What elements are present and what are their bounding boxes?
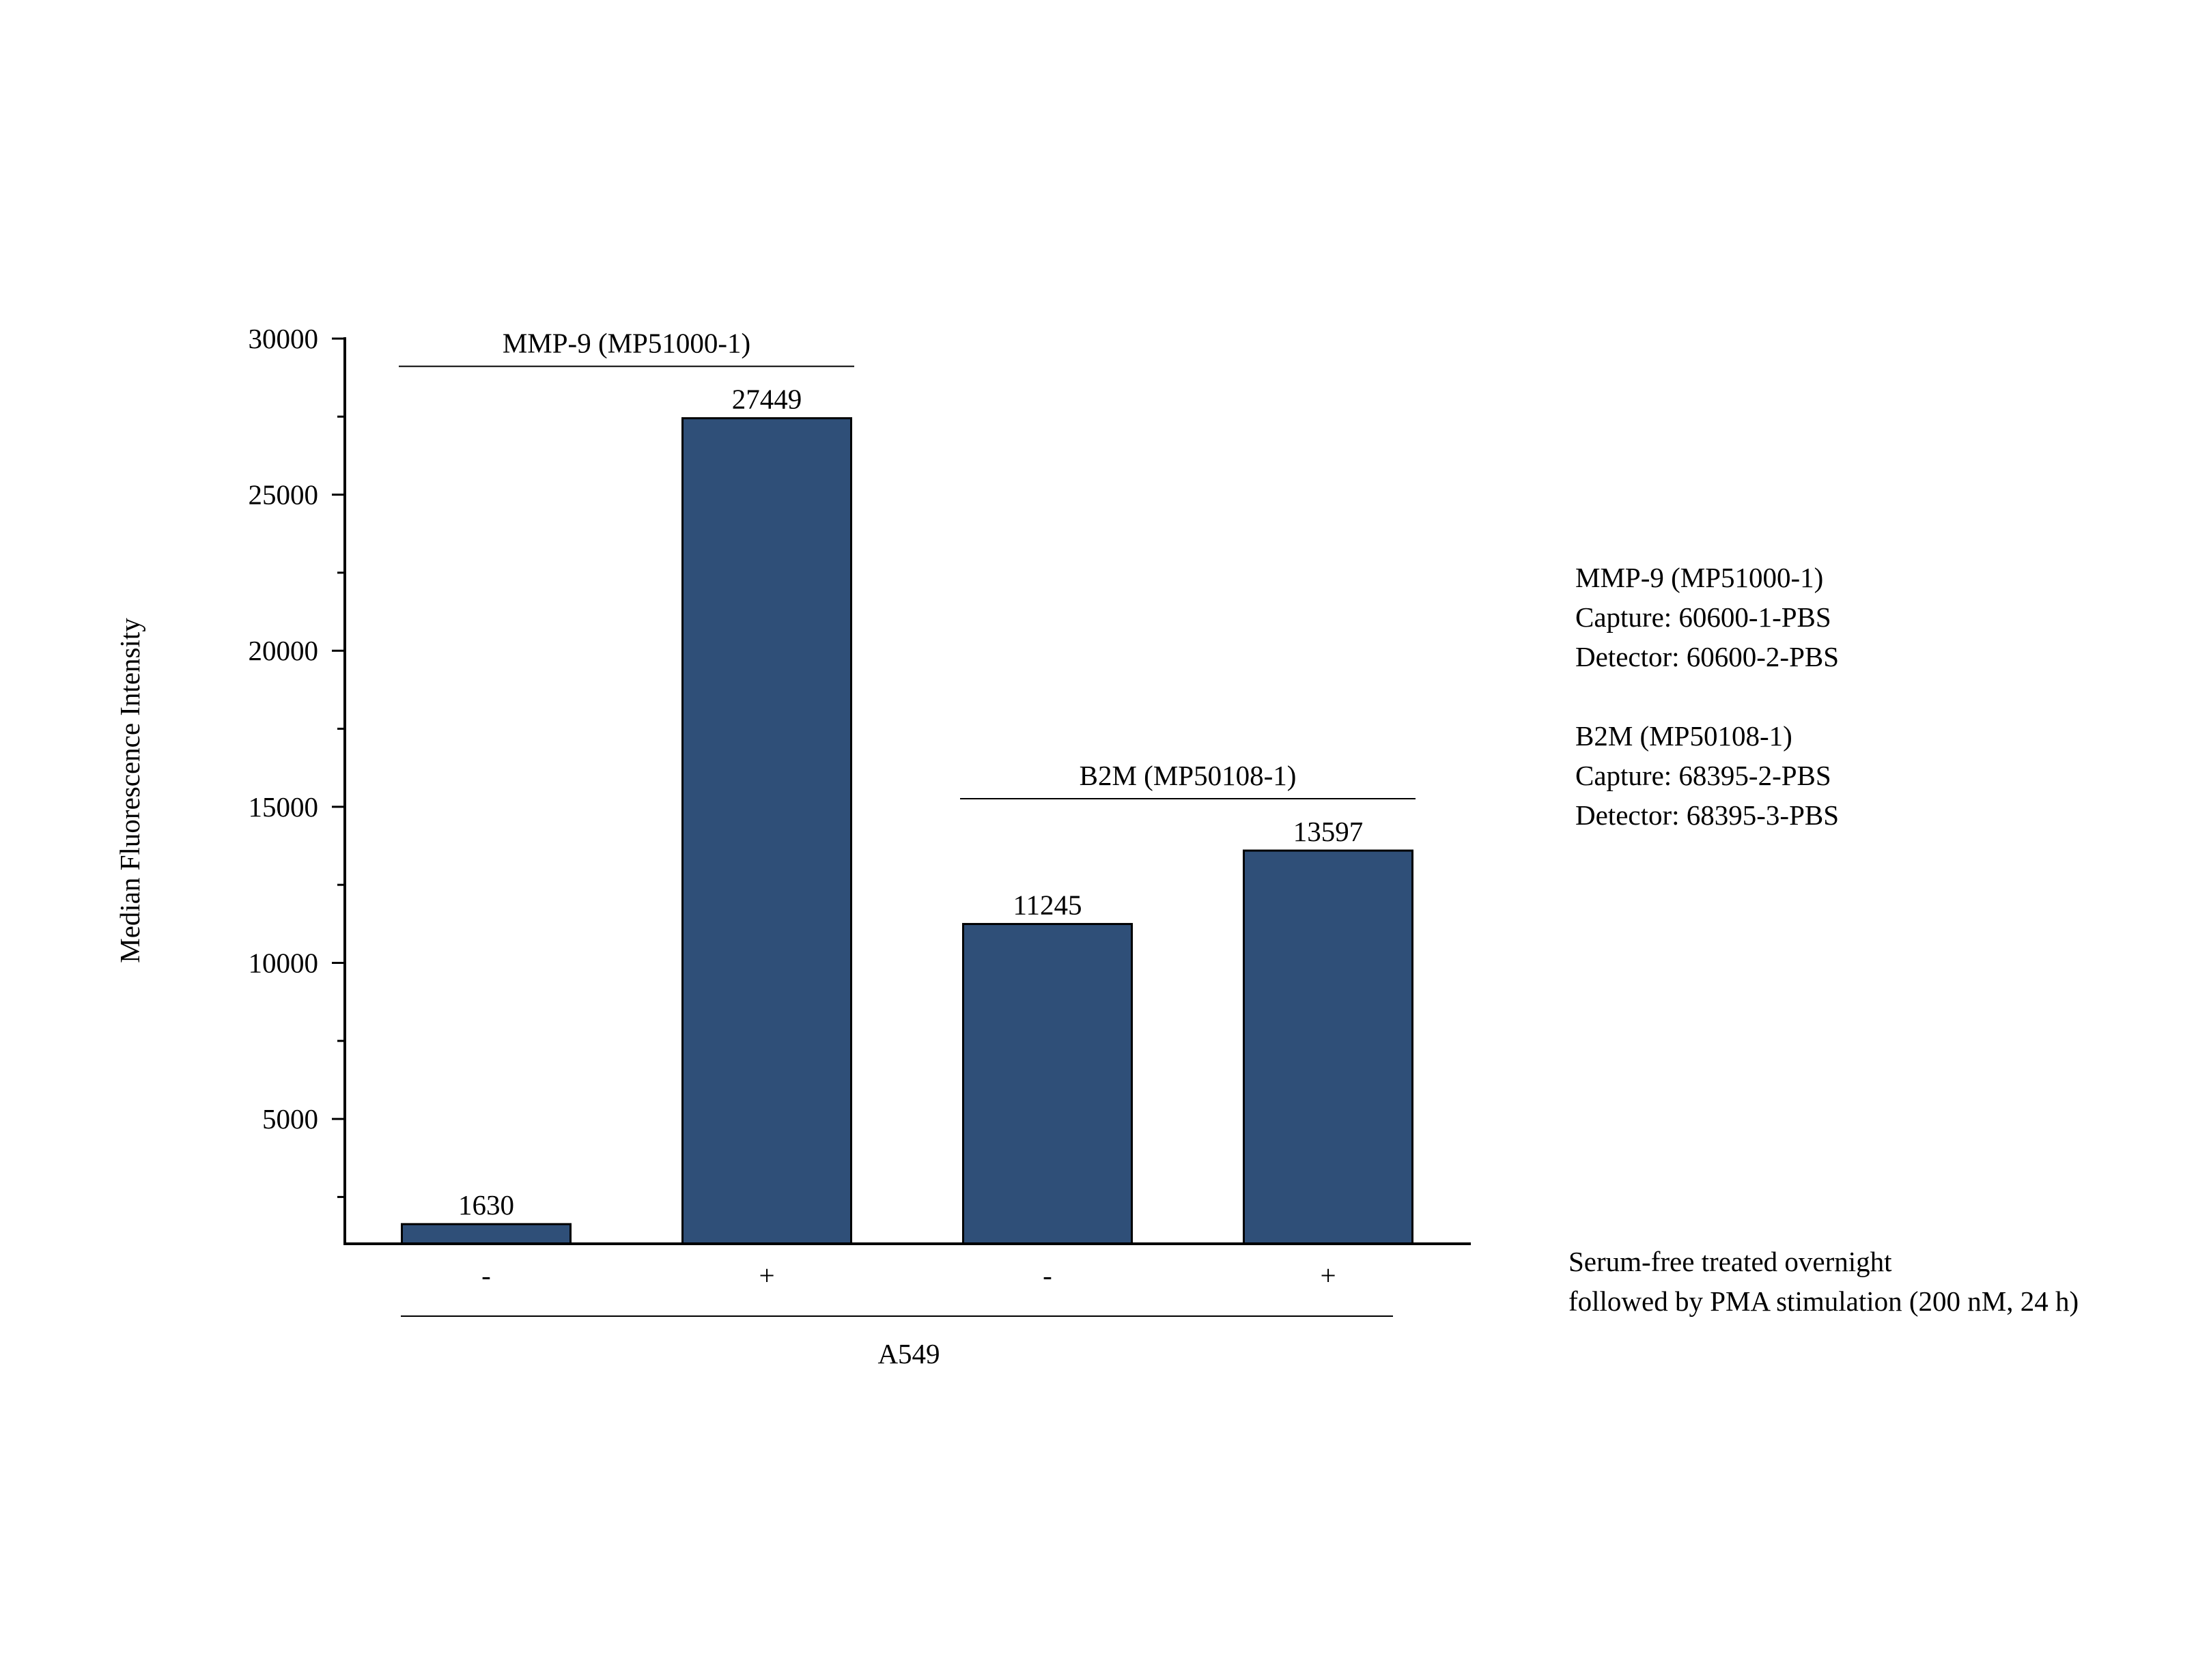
kit-annotation-line: Capture: 68395-2-PBS (1575, 760, 1831, 791)
bar (962, 923, 1133, 1245)
group-brackets: MMP-9 (MP51000-1) B2M (MP50108-1) (399, 328, 1416, 800)
x-tick-label: + (1320, 1259, 1336, 1291)
y-tick-label: 15000 (249, 791, 319, 823)
group-label: B2M (MP50108-1) (1080, 760, 1297, 791)
treatment-annotation: Serum-free treated overnight followed by … (1568, 1246, 2079, 1317)
bar (1243, 849, 1413, 1245)
bar (401, 1223, 572, 1245)
kit-annotation-line: Detector: 60600-2-PBS (1575, 641, 1839, 672)
kit-annotation-line: Detector: 68395-3-PBS (1575, 799, 1839, 831)
y-axis-ticks: 5000 10000 15000 20000 25000 30000 (249, 323, 345, 1198)
kit-annotation-line: B2M (MP50108-1) (1575, 720, 1792, 752)
x-tick-label: - (1043, 1259, 1052, 1291)
y-tick-label: 30000 (249, 323, 319, 354)
y-tick-label: 25000 (249, 479, 319, 511)
y-tick-label: 5000 (262, 1103, 318, 1135)
y-axis-label: Median Fluorescence Intensity (114, 618, 145, 963)
x-axis-tick-labels: - + - + (481, 1259, 1336, 1291)
bar-value-label: 13597 (1293, 816, 1364, 847)
kit-annotation: MMP-9 (MP51000-1) Capture: 60600-1-PBS Det… (1575, 562, 1839, 831)
bar-value-label: 27449 (732, 384, 802, 415)
x-tick-label: + (759, 1259, 774, 1291)
y-tick-label: 10000 (249, 947, 319, 978)
bar-value-label: 1630 (458, 1189, 514, 1221)
treatment-annotation-line: followed by PMA stimulation (200 nM, 24 … (1568, 1285, 2079, 1317)
bars (401, 417, 1413, 1245)
y-tick-label: 20000 (249, 635, 319, 666)
kit-annotation-line: MMP-9 (MP51000-1) (1575, 562, 1823, 593)
x-axis-label: A549 (877, 1338, 940, 1369)
bar (681, 417, 852, 1245)
treatment-annotation-line: Serum-free treated overnight (1568, 1246, 1892, 1277)
kit-annotation-line: Capture: 60600-1-PBS (1575, 601, 1831, 633)
bar-value-labels: 1630 27449 11245 13597 (458, 384, 1363, 1221)
group-label: MMP-9 (MP51000-1) (503, 328, 750, 359)
x-tick-label: - (481, 1259, 491, 1291)
bar-value-label: 11245 (1013, 889, 1082, 921)
